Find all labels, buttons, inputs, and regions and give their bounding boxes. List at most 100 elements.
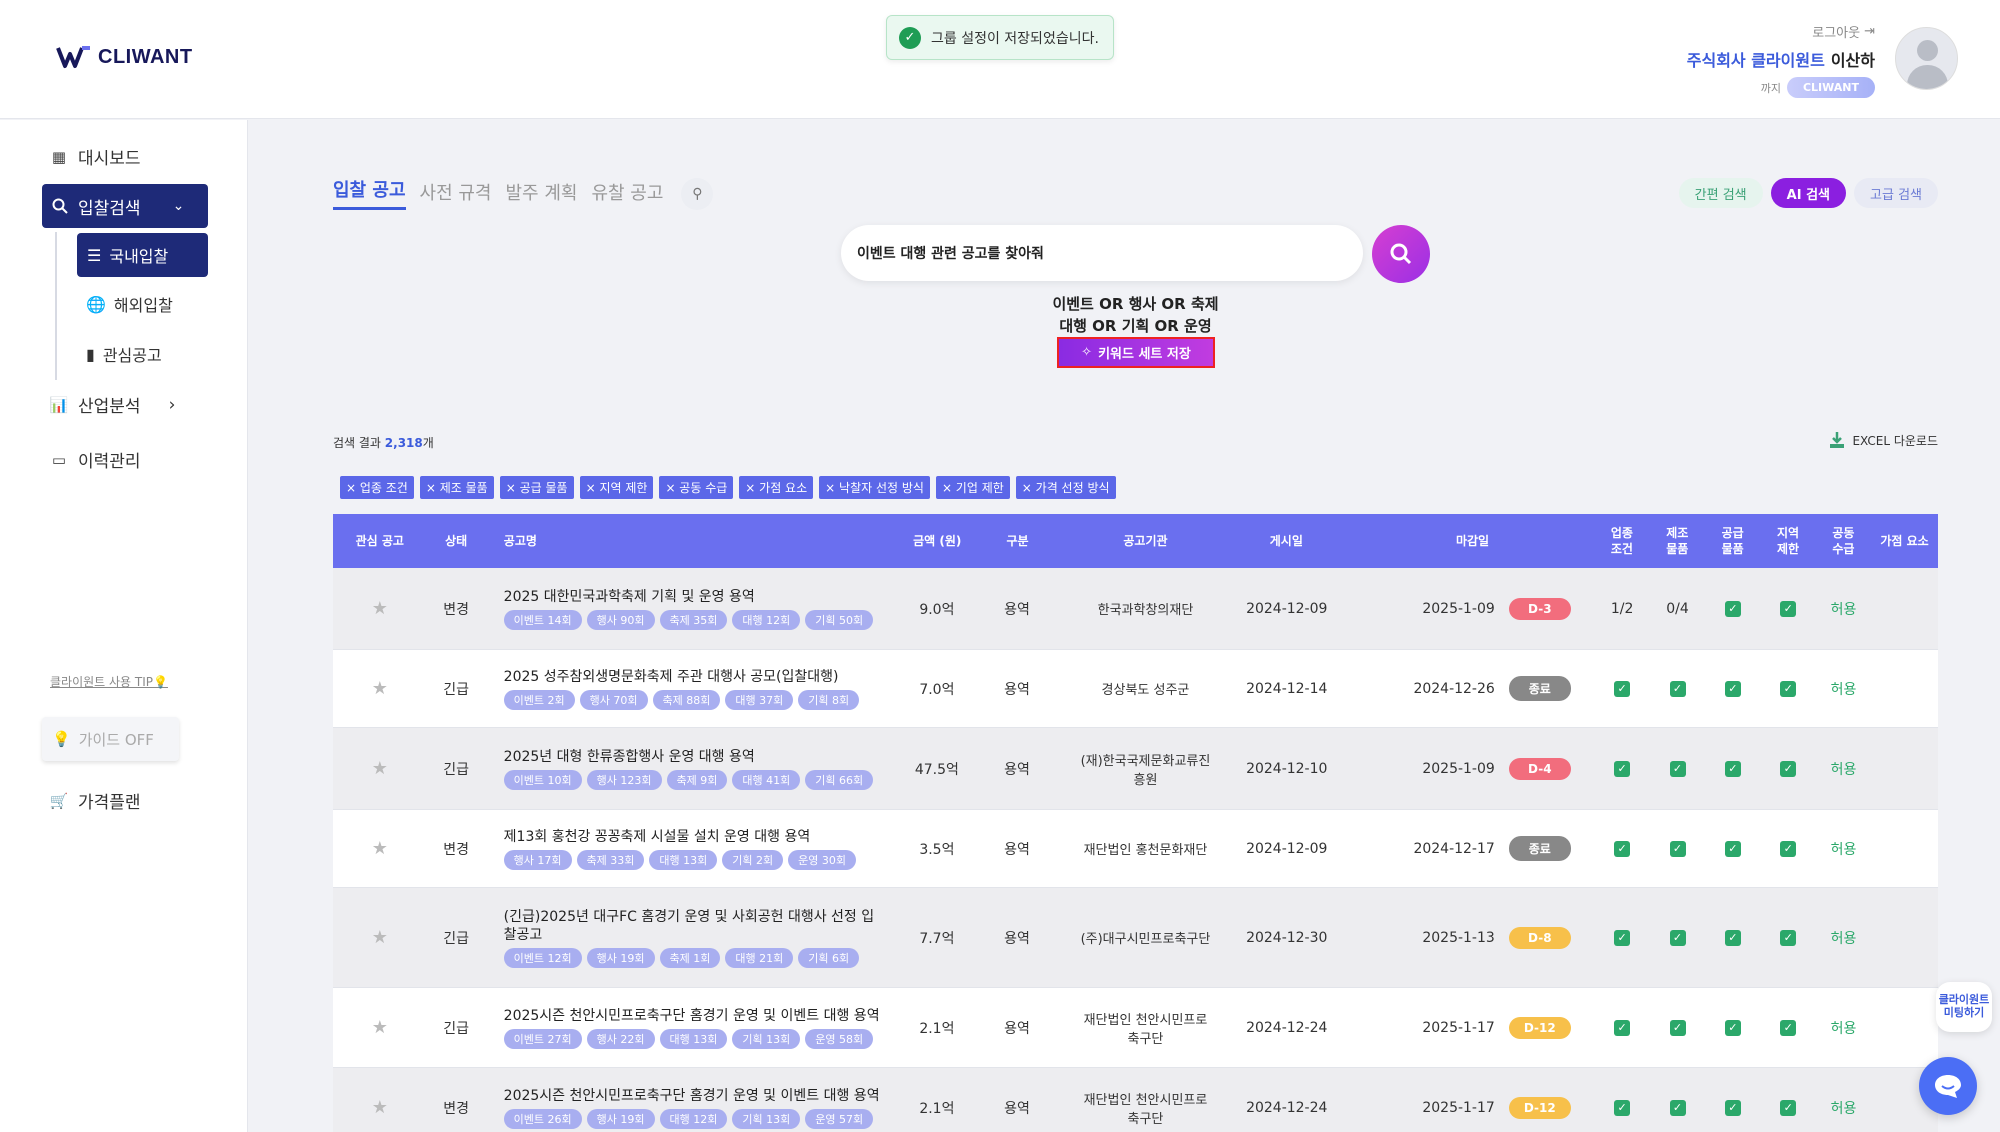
sidebar-item-bid-search[interactable]: 입찰검색 ⌄: [42, 184, 208, 228]
tab-3[interactable]: 발주 계획: [505, 183, 578, 204]
filter-chip[interactable]: × 공동 수급: [659, 476, 734, 499]
notice-title-cell[interactable]: 2025시즌 천안시민프로축구단 홈경기 운영 및 이벤트 대행 용역 이벤트 2…: [486, 1087, 909, 1129]
table-row[interactable]: ★ 변경 2025시즌 천안시민프로축구단 홈경기 운영 및 이벤트 대행 용역 이벤…: [333, 1068, 1938, 1132]
condition-cell: 1/2: [1594, 601, 1649, 617]
checkbox-checked-icon: ✓: [1724, 600, 1741, 617]
search-mode-buttons: 간편 검색 AI 검색 고급 검색: [1678, 178, 1938, 208]
keyword-tag: 축제 33회: [576, 849, 645, 870]
meeting-button[interactable]: 클라이원트 미팅하기: [1936, 982, 1992, 1032]
sidebar-item-dashboard[interactable]: ▦ 대시보드: [51, 147, 141, 170]
table-row[interactable]: ★ 긴급 2025시즌 천안시민프로축구단 홈경기 운영 및 이벤트 대행 용역 이벤…: [333, 988, 1938, 1068]
dday-badge: D-12: [1508, 1016, 1571, 1039]
star-icon[interactable]: ★: [371, 927, 388, 948]
notice-title[interactable]: 2025시즌 천안시민프로축구단 홈경기 운영 및 이벤트 대행 용역: [503, 1007, 880, 1024]
deadline-date: 2025-1-17: [1422, 1019, 1495, 1036]
condition-cell: ✓: [1594, 929, 1649, 946]
keyword-tag: 기획 13회: [732, 1028, 801, 1049]
advanced-search-button[interactable]: 고급 검색: [1854, 178, 1938, 208]
column-header: 구분: [1006, 534, 1029, 548]
avatar[interactable]: [1895, 27, 1958, 90]
table-row[interactable]: ★ 변경 제13회 홍천강 꽁꽁축제 시설물 설치 운영 대행 용역 행사 17회 축제…: [333, 810, 1938, 888]
magic-wand-icon: ✧: [1081, 345, 1093, 360]
sidebar-item-pricing[interactable]: 🛒 가격플랜: [49, 791, 141, 814]
table-row[interactable]: ★ 변경 2025 대한민국과학축제 기획 및 운영 용역 이벤트 14회 행사 90회…: [333, 568, 1938, 650]
deadline-cell: 2025-1-09 D-4: [1351, 757, 1594, 780]
notice-title-cell[interactable]: 2025 대한민국과학축제 기획 및 운영 용역 이벤트 14회 행사 90회 축제 …: [486, 588, 909, 630]
simple-search-button[interactable]: 간편 검색: [1678, 178, 1763, 208]
save-toast: ✓ 그룹 설정이 저장되었습니다.: [886, 15, 1114, 60]
sidebar-item-overseas[interactable]: 🌐 해외입찰: [86, 294, 173, 316]
filter-chip[interactable]: × 낙찰자 선정 방식: [819, 476, 930, 499]
checkbox-checked-icon: ✓: [1614, 760, 1631, 777]
notice-title[interactable]: 2025시즌 천안시민프로축구단 홈경기 운영 및 이벤트 대행 용역: [503, 1087, 880, 1104]
save-keyword-set-button[interactable]: ✧ 키워드 세트 저장: [1057, 337, 1215, 368]
star-icon[interactable]: ★: [371, 1097, 388, 1118]
ai-search-input[interactable]: 이벤트 대행 관련 공고를 찾아줘: [841, 225, 1363, 281]
condition-value: 0/4: [1666, 600, 1689, 617]
user-area: 로그아웃 ⇥ 주식회사 클라이원트 이산하 까지 CLIWANT: [1687, 22, 1875, 98]
notice-title[interactable]: 제13회 홍천강 꽁꽁축제 시설물 설치 운영 대행 용역: [503, 828, 811, 845]
star-icon[interactable]: ★: [371, 678, 388, 699]
table-row[interactable]: ★ 긴급 (긴급)2025년 대구FC 홈경기 운영 및 사회공헌 대행사 선정 입…: [333, 888, 1938, 988]
cliwant-logo[interactable]: CLIWANT: [56, 44, 193, 70]
tab-4[interactable]: 유찰 공고: [591, 183, 664, 204]
usage-tip-link[interactable]: 클라이원트 사용 TIP💡: [50, 675, 168, 689]
status-label: 변경: [443, 1100, 469, 1117]
notice-title-cell[interactable]: (긴급)2025년 대구FC 홈경기 운영 및 사회공헌 대행사 선정 입찰공고…: [486, 908, 909, 968]
notice-title[interactable]: 2025 성주참외생명문화축제 주관 대행사 공모(입찰대행): [503, 668, 839, 685]
star-icon[interactable]: ★: [371, 598, 388, 619]
condition-cell: ✓: [1705, 1019, 1760, 1036]
keyword-line-1: 이벤트 OR 행사 OR 축제: [1052, 295, 1219, 313]
excel-download-button[interactable]: EXCEL 다운로드: [1828, 431, 1938, 449]
deadline-cell: 2025-1-09 D-3: [1351, 597, 1594, 620]
keyword-tag: 행사 17회: [503, 849, 572, 870]
table-row[interactable]: ★ 긴급 2025 성주참외생명문화축제 주관 대행사 공모(입찰대행) 이벤트 2회…: [333, 650, 1938, 728]
notice-title-cell[interactable]: 2025시즌 천안시민프로축구단 홈경기 운영 및 이벤트 대행 용역 이벤트 2…: [486, 1007, 909, 1049]
keyword-tag: 축제 88회: [652, 689, 721, 710]
sidebar-item-industry[interactable]: 📊 산업분석 ›: [49, 394, 176, 418]
dday-badge: D-3: [1508, 597, 1571, 620]
ai-search-button[interactable]: AI 검색: [1770, 178, 1847, 208]
notice-title[interactable]: (긴급)2025년 대구FC 홈경기 운영 및 사회공헌 대행사 선정 입찰공고: [503, 908, 875, 943]
deadline-date: 2024-12-26: [1413, 680, 1495, 697]
notice-title-cell[interactable]: 2025 성주참외생명문화축제 주관 대행사 공모(입찰대행) 이벤트 2회 행사 …: [486, 668, 909, 710]
condition-cell: ✓: [1650, 1099, 1705, 1116]
dday-badge: 종료: [1508, 836, 1571, 861]
monitor-icon: ▭: [51, 450, 67, 469]
notice-title[interactable]: 2025 대한민국과학축제 기획 및 운영 용역: [503, 588, 755, 605]
column-header: 마감일: [1455, 534, 1490, 548]
filter-chip[interactable]: × 가격 선정 방식: [1015, 476, 1116, 499]
agency: 재단법인 홍천문화재단: [1083, 843, 1208, 858]
filter-chip[interactable]: × 공급 물품: [499, 476, 574, 499]
chat-button[interactable]: [1919, 1057, 1977, 1115]
guide-toggle-button[interactable]: 💡 가이드 OFF: [42, 717, 179, 761]
sidebar-item-domestic[interactable]: ☰ 국내입찰: [77, 233, 208, 277]
keyword-tag: 운영 57회: [805, 1108, 874, 1129]
search-icon: [52, 198, 68, 214]
column-header: 공고기관: [1123, 534, 1168, 548]
notice-title-cell[interactable]: 2025년 대형 한류종합행사 운영 대행 용역 이벤트 10회 행사 123회 축제…: [486, 748, 909, 790]
keyword-tag: 이벤트 14회: [503, 609, 582, 630]
person-search-icon[interactable]: ⚲: [681, 178, 714, 210]
filter-chip[interactable]: × 가점 요소: [739, 476, 814, 499]
star-icon[interactable]: ★: [371, 1017, 388, 1038]
logout-link[interactable]: 로그아웃 ⇥: [1687, 22, 1875, 41]
posted-date: 2024-12-09: [1246, 600, 1328, 617]
tab-1[interactable]: 입찰 공고: [333, 176, 406, 210]
filter-chip[interactable]: × 업종 조건: [340, 476, 414, 499]
sidebar-item-interest[interactable]: ▮ 관심공고: [86, 344, 162, 366]
star-icon[interactable]: ★: [371, 758, 388, 779]
search-submit-button[interactable]: [1372, 225, 1430, 283]
sidebar-item-history[interactable]: ▭ 이력관리: [51, 450, 141, 473]
filter-chip[interactable]: × 지역 제한: [579, 476, 654, 499]
condition-cell: ✓: [1761, 929, 1816, 946]
filter-chip[interactable]: × 기업 제한: [935, 476, 1010, 499]
star-icon[interactable]: ★: [371, 838, 388, 859]
tab-2[interactable]: 사전 규격: [419, 183, 492, 204]
keyword-tag: 기획 8회: [798, 689, 860, 710]
table-row[interactable]: ★ 긴급 2025년 대형 한류종합행사 운영 대행 용역 이벤트 10회 행사 123…: [333, 728, 1938, 810]
filter-chip[interactable]: × 제조 물품: [419, 476, 494, 499]
notice-title[interactable]: 2025년 대형 한류종합행사 운영 대행 용역: [503, 748, 755, 765]
filter-chips: × 업종 조건 × 제조 물품 × 공급 물품 × 지역 제한 × 공동 수급 × 가점 …: [340, 476, 1116, 499]
